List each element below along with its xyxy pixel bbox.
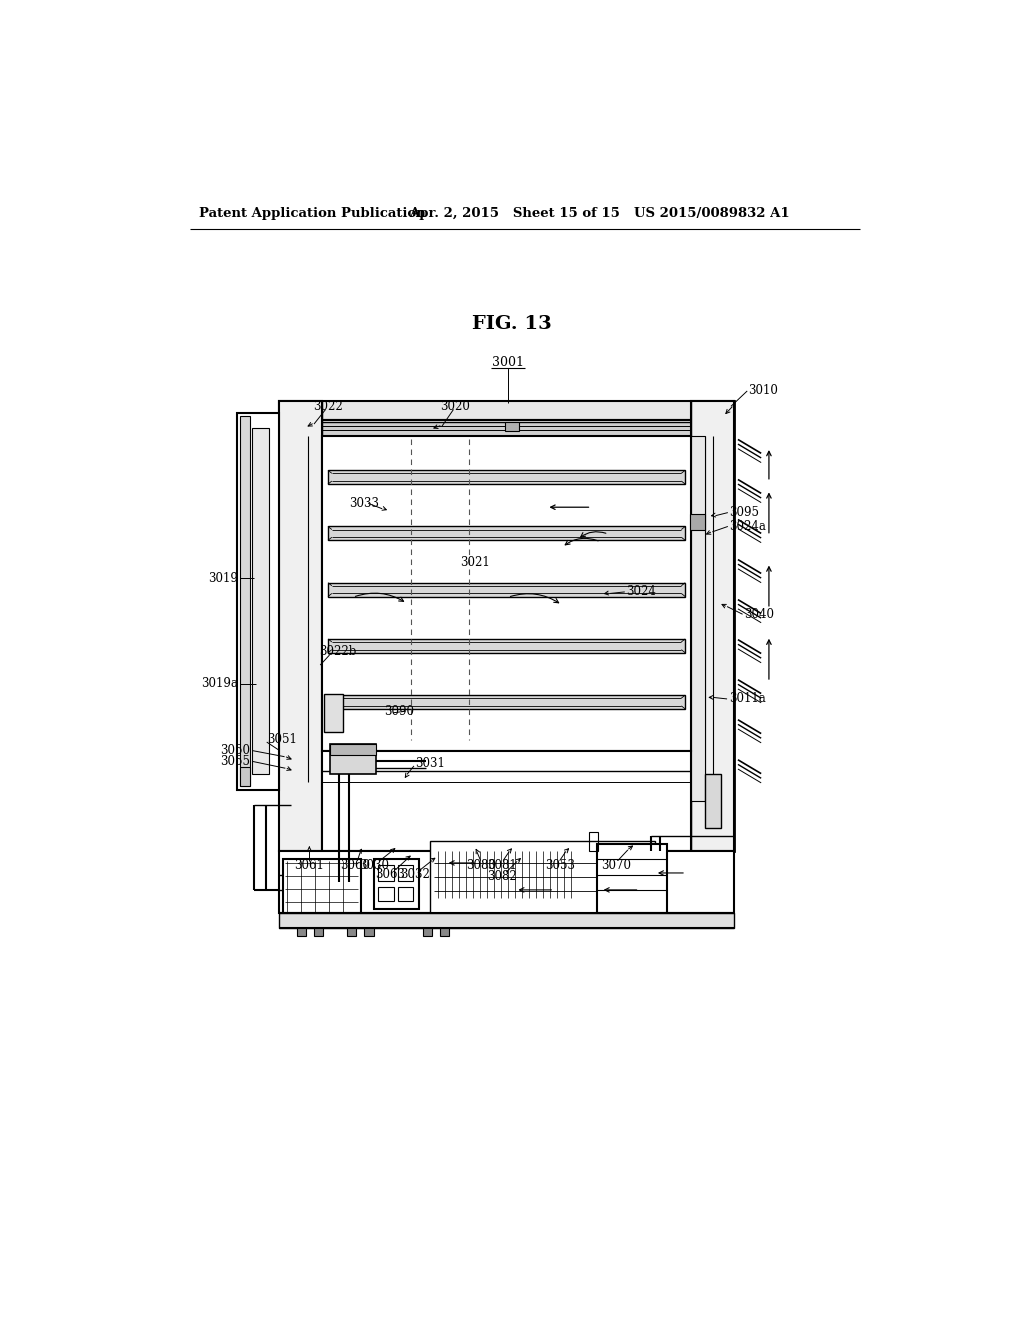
Bar (506, 422, 519, 430)
Text: Patent Application Publication: Patent Application Publication (200, 207, 426, 220)
Bar (589, 832, 598, 851)
Text: 3080: 3080 (466, 859, 496, 871)
Text: 3032: 3032 (399, 869, 430, 880)
Text: Apr. 2, 2015   Sheet 15 of 15: Apr. 2, 2015 Sheet 15 of 15 (410, 207, 621, 220)
Bar (439, 928, 449, 936)
Text: 3022b: 3022b (319, 644, 356, 657)
Bar (378, 866, 394, 880)
Bar (330, 743, 376, 775)
Bar (397, 866, 414, 880)
Text: 3060: 3060 (340, 859, 370, 871)
Text: 3061: 3061 (295, 859, 325, 871)
Bar (306, 422, 707, 436)
Bar (280, 401, 734, 420)
Bar (322, 751, 691, 851)
Text: 3024: 3024 (627, 585, 656, 598)
Bar (314, 928, 324, 936)
Bar (365, 928, 374, 936)
Text: 3070: 3070 (601, 859, 631, 871)
Bar (423, 928, 432, 936)
Text: FIG. 13: FIG. 13 (472, 315, 552, 333)
Bar (280, 851, 734, 913)
Bar (434, 847, 597, 906)
Text: 3033: 3033 (349, 496, 379, 510)
Text: 3020: 3020 (440, 400, 470, 413)
Bar (280, 401, 322, 851)
Bar (330, 743, 376, 755)
Text: 3019a: 3019a (201, 677, 238, 690)
Text: 3021: 3021 (461, 556, 490, 569)
Bar (328, 696, 685, 709)
Text: 3055: 3055 (220, 755, 251, 768)
Bar (328, 639, 685, 653)
Bar (280, 913, 734, 928)
Text: 3019: 3019 (208, 572, 238, 585)
Text: 3063: 3063 (375, 869, 404, 880)
Text: 3010: 3010 (748, 384, 778, 397)
Bar (328, 527, 685, 540)
Bar (597, 843, 667, 913)
Text: 3050: 3050 (220, 744, 251, 758)
Ellipse shape (328, 701, 339, 717)
Text: 3053: 3053 (545, 859, 574, 871)
Bar (375, 859, 420, 909)
Bar (297, 928, 306, 936)
Bar (241, 416, 250, 785)
Bar (324, 693, 343, 733)
Bar (378, 887, 394, 900)
Bar (397, 887, 414, 900)
Bar (283, 859, 360, 919)
Text: 3051: 3051 (267, 733, 297, 746)
Text: 3022: 3022 (313, 400, 343, 413)
Bar (322, 436, 691, 751)
Text: 3090: 3090 (384, 705, 414, 718)
Text: US 2015/0089832 A1: US 2015/0089832 A1 (634, 207, 790, 220)
Bar (280, 401, 734, 851)
Text: 3040: 3040 (744, 607, 774, 620)
Bar (237, 413, 280, 789)
Text: 3081: 3081 (486, 859, 516, 871)
Bar (346, 928, 356, 936)
Text: 3082: 3082 (486, 870, 516, 883)
Bar (706, 775, 721, 829)
Bar (328, 582, 685, 597)
Bar (241, 767, 250, 785)
Bar (430, 841, 655, 915)
Text: 3011a: 3011a (729, 693, 765, 705)
Text: 3024a: 3024a (729, 520, 766, 533)
Bar (328, 470, 685, 484)
Text: 3001: 3001 (492, 356, 523, 370)
Bar (691, 436, 706, 801)
Text: 3031: 3031 (415, 758, 444, 770)
Bar (252, 428, 269, 775)
Text: 3030: 3030 (358, 859, 389, 871)
Bar (690, 515, 706, 529)
Text: 3095: 3095 (729, 506, 759, 519)
Bar (691, 401, 734, 851)
